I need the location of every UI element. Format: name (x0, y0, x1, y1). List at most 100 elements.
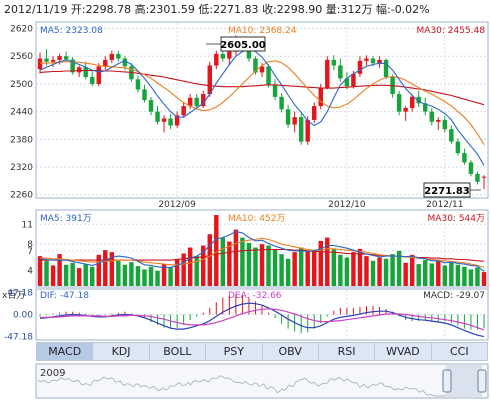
price-y-tick: 2380 (10, 135, 33, 145)
price-y-tick: 2620 (10, 25, 33, 35)
volume-bar (449, 262, 454, 286)
volume-bar (357, 248, 363, 286)
candle-body (63, 56, 69, 60)
volume-bar (214, 214, 219, 286)
indicator-tabs: MACD KDJ BOLL PSY OBV RSI WVAD CCI (36, 342, 488, 361)
volume-bar (475, 267, 480, 286)
volume-bar (331, 249, 337, 286)
candle-body (181, 106, 186, 116)
candles (37, 35, 487, 190)
volume-bar (272, 249, 278, 286)
tab-kdj[interactable]: KDJ (93, 343, 150, 360)
price-ma30-label: MA30: 2455.48 (417, 26, 486, 36)
candle-body (259, 66, 265, 73)
price-y-tick: 2260 (10, 191, 33, 201)
candle-body (207, 65, 212, 95)
candle-body (148, 100, 154, 112)
overview-right-handle[interactable] (477, 369, 487, 393)
candle-body (142, 89, 147, 101)
volume-bar (103, 250, 108, 286)
volume-bar (50, 265, 56, 286)
volume-bar (383, 258, 389, 286)
candle-body (344, 78, 350, 87)
low-label: 低: (198, 3, 213, 16)
price-ma5-label: MA5: 2323.08 (40, 26, 103, 36)
tab-macd[interactable]: MACD (37, 343, 94, 360)
candle-body (279, 96, 284, 110)
volume-bar (96, 254, 101, 286)
volume-bar (292, 252, 297, 286)
price-y-ticks: 2620 2560 2500 2440 2380 2320 2260 (10, 25, 33, 201)
overview-selection[interactable] (446, 364, 482, 398)
volume-ma-lines (39, 231, 485, 272)
volume-bar (436, 260, 441, 286)
candle-body (403, 107, 408, 112)
price-panel-frame (35, 21, 489, 199)
low-callout: 2271.83 (424, 186, 470, 197)
price-ma10-line (40, 60, 485, 146)
overview-year-label: 2009 (40, 368, 65, 379)
price-y-tick: 2560 (10, 52, 33, 62)
volume-bars (37, 214, 487, 286)
candle-body (364, 58, 369, 61)
open-label: 开: (71, 3, 86, 16)
volume-bar (462, 266, 467, 286)
volume-bar (351, 252, 356, 286)
volume-bar (122, 264, 128, 286)
candle-body (416, 96, 421, 104)
candle-body (377, 59, 382, 64)
macd-label: MACD: -29.07 (423, 291, 485, 301)
volume-bar (70, 262, 75, 286)
overview-line (37, 375, 447, 397)
tab-boll[interactable]: BOLL (150, 343, 207, 360)
candle-body (214, 53, 219, 66)
tab-cci[interactable]: CCI (450, 345, 469, 358)
candle-body (168, 118, 173, 126)
volume-bar (403, 262, 408, 286)
tab-psy[interactable]: PSY (206, 343, 263, 360)
tab-wvad[interactable]: WVAD (375, 343, 432, 360)
candle-body (83, 67, 88, 77)
volume-panel-frame (35, 209, 489, 288)
volume-bar (253, 247, 258, 286)
candle-body (50, 59, 56, 62)
candle-body (246, 47, 252, 59)
candle-body (103, 59, 108, 67)
low-value: 2271.83 (213, 3, 259, 16)
macd-y-ticks: 47.18 0.00 -47.18 (4, 288, 33, 342)
volume-bar (305, 251, 310, 286)
candle-body (187, 97, 193, 107)
overview-left-handle[interactable] (442, 369, 452, 393)
high-label: 高: (135, 2, 150, 16)
vol-ma10-label: MA10: 452万 (228, 214, 285, 224)
x-tick-label: 2012/10 (328, 200, 366, 210)
volume-bar (44, 260, 49, 286)
volume-bar (207, 234, 212, 286)
candle-body (285, 109, 291, 125)
price-y-tick: 2440 (10, 108, 33, 118)
candle-body (161, 118, 167, 122)
overview-panel[interactable] (35, 363, 489, 399)
volume-bar (312, 250, 317, 286)
volume-bar (90, 266, 95, 286)
volume-y-tick: 4 (27, 267, 33, 277)
volume-bar (227, 241, 232, 286)
candle-body (135, 79, 141, 90)
x-ticks: 2012/09 2012/10 2012/11 (158, 200, 463, 210)
volume-bar (325, 237, 330, 286)
candle-body (57, 56, 62, 60)
volume-bar (468, 269, 474, 286)
macd-y-tick: 0.00 (13, 311, 33, 321)
volume-bar (109, 252, 115, 286)
tab-rsi[interactable]: RSI (319, 343, 376, 360)
volume-bar (318, 240, 323, 286)
tab-obv[interactable]: OBV (263, 343, 319, 360)
price-ma30-line (39, 69, 485, 106)
candle-body (272, 84, 278, 97)
candle-body (220, 53, 226, 59)
candle-body (370, 58, 376, 64)
volume-y-ticks: 11 87 4 (22, 220, 34, 276)
volume-bar (135, 266, 141, 286)
volume-y-tick: 11 (22, 220, 33, 230)
